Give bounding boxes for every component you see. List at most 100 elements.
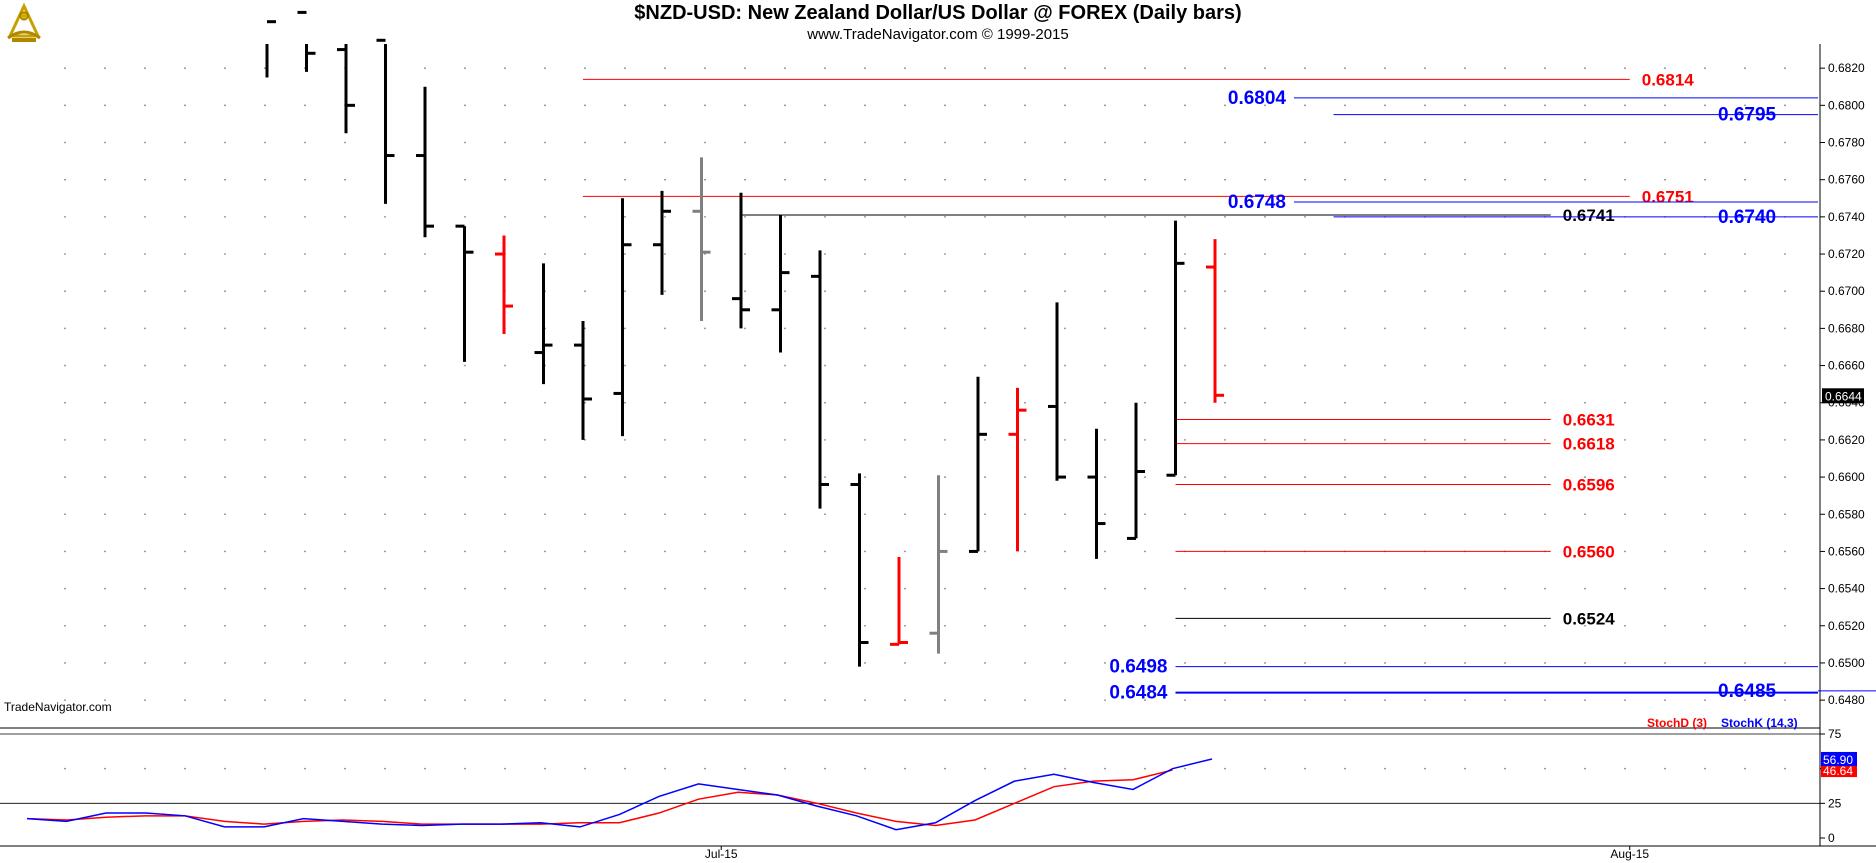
grid-dot xyxy=(1424,364,1426,367)
grid-dot xyxy=(224,141,226,144)
grid-dot xyxy=(144,550,146,553)
grid-dot xyxy=(1704,327,1706,330)
grid-dot xyxy=(384,290,386,293)
grid-dot xyxy=(1104,662,1106,664)
grid-dot xyxy=(464,476,466,478)
grid-dot xyxy=(1264,401,1266,404)
level-label: 0.6485 xyxy=(1718,681,1777,702)
stoch-tick-label: 0 xyxy=(1828,831,1835,845)
grid-dot xyxy=(144,767,146,770)
grid-dot xyxy=(424,253,426,255)
grid-dot xyxy=(1704,767,1706,770)
grid-dot xyxy=(744,364,746,367)
grid-dot xyxy=(784,141,786,144)
grid-dot xyxy=(1744,513,1746,516)
grid-dot xyxy=(184,104,186,107)
grid-dot xyxy=(584,550,586,553)
grid-dot xyxy=(184,767,186,770)
grid-dot xyxy=(584,67,586,70)
grid-dot xyxy=(184,439,186,441)
grid-dot xyxy=(1424,476,1426,478)
grid-dot xyxy=(1624,662,1626,664)
grid-dot xyxy=(744,699,746,702)
grid-dot xyxy=(584,141,586,144)
grid-dot xyxy=(1584,141,1586,144)
grid-dot xyxy=(624,513,626,516)
grid-dot xyxy=(64,767,66,770)
level-label: 0.6524 xyxy=(1563,609,1616,628)
grid-dot xyxy=(304,513,306,516)
grid-dot xyxy=(104,587,106,590)
grid-dot xyxy=(1344,513,1346,516)
grid-dot xyxy=(1784,178,1786,181)
stoch-series-line xyxy=(26,769,1173,827)
grid-dot xyxy=(784,699,786,702)
grid-dot xyxy=(984,327,986,330)
grid-dot xyxy=(1584,513,1586,516)
grid-dot xyxy=(824,476,826,478)
grid-dot xyxy=(1704,624,1706,627)
grid-dot xyxy=(944,513,946,516)
grid-dot xyxy=(1744,550,1746,553)
grid-dot xyxy=(1704,364,1706,367)
grid-dot xyxy=(1304,699,1306,702)
grid-dot xyxy=(864,401,866,404)
grid-dot xyxy=(1464,624,1466,627)
grid-dot xyxy=(744,767,746,770)
grid-dot xyxy=(624,439,626,441)
grid-dot xyxy=(1224,439,1226,441)
grid-dot xyxy=(544,662,546,664)
grid-dot xyxy=(264,364,266,367)
price-tick-label: 0.6520 xyxy=(1828,619,1865,633)
grid-dot xyxy=(304,439,306,441)
grid-dot xyxy=(1424,401,1426,404)
grid-dot xyxy=(1304,364,1306,367)
grid-dot xyxy=(1344,364,1346,367)
grid-dot xyxy=(1104,439,1106,441)
grid-dot xyxy=(944,327,946,330)
grid-dot xyxy=(144,699,146,702)
grid-dot xyxy=(664,439,666,441)
grid-dot xyxy=(184,401,186,404)
grid-dot xyxy=(544,178,546,181)
grid-dot xyxy=(1224,662,1226,664)
grid-dot xyxy=(504,178,506,181)
grid-dot xyxy=(1224,513,1226,516)
grid-dot xyxy=(1344,253,1346,255)
grid-dot xyxy=(504,104,506,107)
grid-dot xyxy=(704,104,706,107)
grid-dot xyxy=(1664,67,1666,70)
grid-dot xyxy=(664,587,666,590)
grid-dot xyxy=(1224,253,1226,255)
grid-dot xyxy=(984,587,986,590)
price-tick-label: 0.6760 xyxy=(1828,173,1865,187)
grid-dot xyxy=(144,67,146,70)
grid-dot xyxy=(1424,327,1426,330)
grid-dot xyxy=(504,215,506,218)
grid-dot xyxy=(784,662,786,664)
grid-dot xyxy=(1224,401,1226,404)
grid-dot xyxy=(1184,67,1186,70)
grid-dot xyxy=(1304,513,1306,516)
grid-dot xyxy=(224,364,226,367)
grid-dot xyxy=(1464,253,1466,255)
grid-dot xyxy=(1424,178,1426,181)
grid-dot xyxy=(1184,624,1186,627)
grid-dot xyxy=(944,476,946,478)
grid-dot xyxy=(264,290,266,293)
grid-dot xyxy=(264,699,266,702)
grid-dot xyxy=(1784,624,1786,627)
grid-dot xyxy=(704,178,706,181)
grid-dot xyxy=(904,439,906,441)
grid-dot xyxy=(664,290,666,293)
grid-dot xyxy=(504,476,506,478)
grid-dot xyxy=(864,587,866,590)
grid-dot xyxy=(424,513,426,516)
grid-dot xyxy=(1664,253,1666,255)
grid-dot xyxy=(584,178,586,181)
grid-dot xyxy=(744,327,746,330)
grid-dot xyxy=(1144,215,1146,218)
grid-dot xyxy=(1104,215,1106,218)
grid-dot xyxy=(1184,513,1186,516)
grid-dot xyxy=(1664,401,1666,404)
